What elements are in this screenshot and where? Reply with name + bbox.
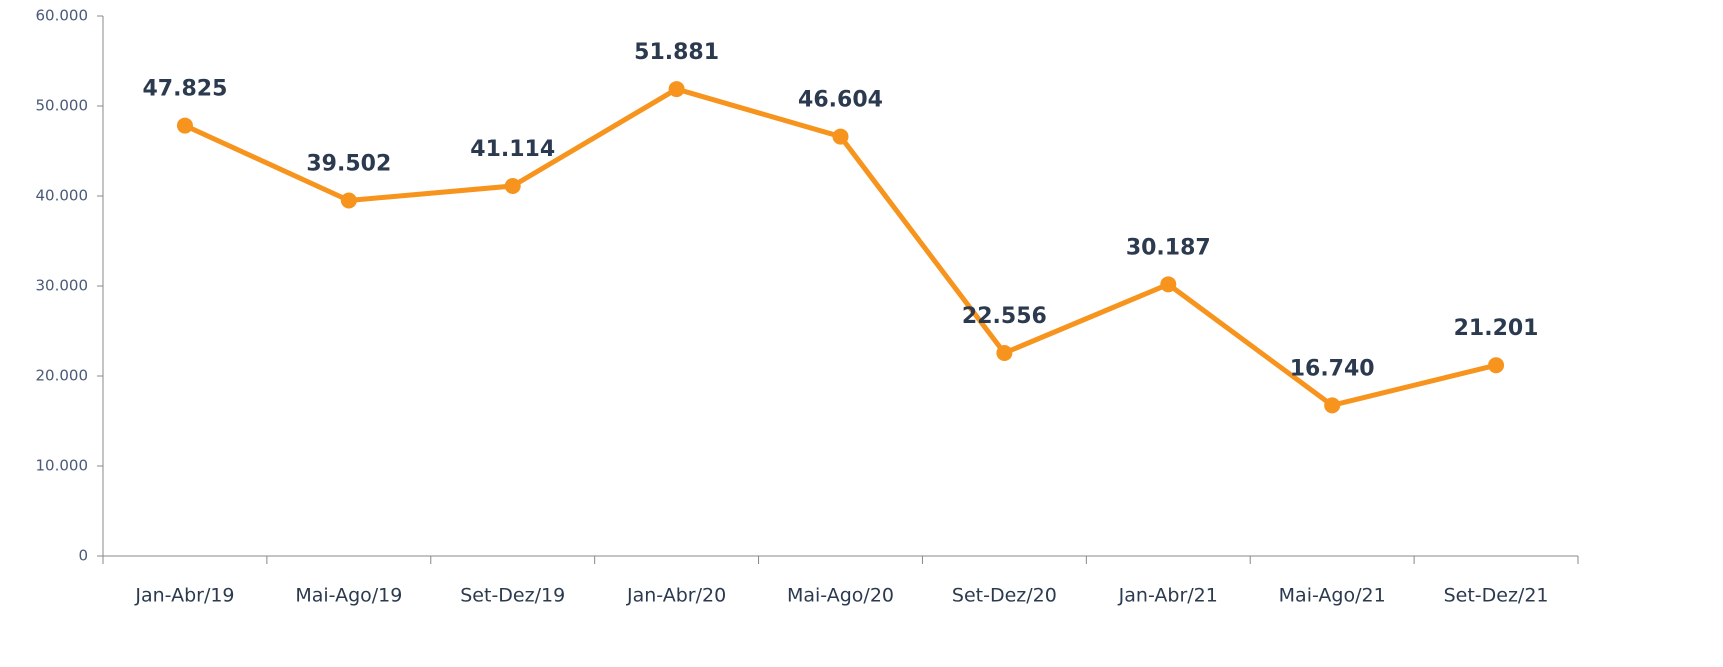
data-label: 22.556 [962, 304, 1047, 329]
x-tick-label: Mai-Ago/21 [1279, 585, 1386, 607]
x-tick-label: Mai-Ago/20 [787, 585, 894, 607]
x-tick-label: Jan-Abr/19 [134, 585, 234, 607]
data-label: 46.604 [798, 88, 883, 113]
point [1488, 357, 1505, 374]
data-label: 16.740 [1290, 356, 1375, 381]
y-tick-label: 50.000 [36, 97, 89, 115]
point [176, 117, 193, 134]
y-tick-label: 20.000 [36, 367, 89, 385]
x-tick-label: Jan-Abr/21 [1118, 585, 1218, 607]
data-label: 51.881 [634, 40, 719, 65]
y-tick-label: 60.000 [36, 7, 89, 25]
x-tick-label: Set-Dez/19 [460, 585, 565, 607]
y-tick-label: 10.000 [36, 457, 89, 475]
data-label: 30.187 [1126, 235, 1211, 260]
point [832, 128, 849, 145]
y-tick-label: 40.000 [36, 187, 89, 205]
data-label: 47.825 [142, 77, 227, 102]
x-tick-label: Set-Dez/20 [952, 585, 1057, 607]
point [340, 192, 357, 209]
point [668, 81, 685, 98]
data-label: 21.201 [1454, 316, 1539, 341]
y-tick-label: 0 [78, 547, 88, 565]
x-tick-label: Mai-Ago/19 [295, 585, 402, 607]
point [504, 177, 521, 194]
point [1160, 276, 1177, 293]
point [996, 344, 1013, 361]
y-tick-label: 30.000 [36, 277, 89, 295]
point [1324, 397, 1341, 414]
data-label: 41.114 [470, 137, 555, 162]
x-tick-label: Set-Dez/21 [1444, 585, 1549, 607]
x-tick-label: Jan-Abr/20 [626, 585, 726, 607]
data-label: 39.502 [306, 151, 391, 176]
